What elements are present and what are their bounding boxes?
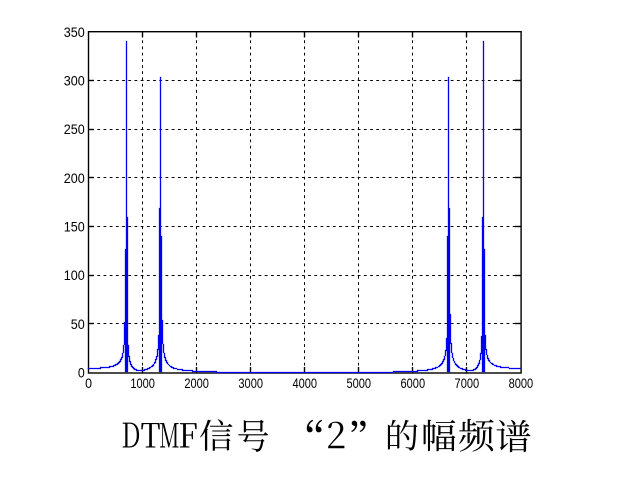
- svg-text:6000: 6000: [401, 375, 426, 391]
- svg-text:150: 150: [64, 218, 85, 234]
- svg-text:5000: 5000: [346, 375, 371, 391]
- svg-text:7000: 7000: [455, 375, 480, 391]
- svg-text:50: 50: [71, 316, 85, 332]
- svg-text:4000: 4000: [292, 375, 317, 391]
- svg-text:350: 350: [64, 24, 85, 40]
- svg-text:0: 0: [85, 375, 92, 391]
- svg-text:2000: 2000: [184, 375, 209, 391]
- svg-text:200: 200: [64, 170, 85, 186]
- svg-text:8000: 8000: [509, 375, 534, 391]
- svg-text:0: 0: [78, 365, 85, 381]
- svg-text:3000: 3000: [238, 375, 263, 391]
- svg-text:100: 100: [64, 267, 85, 283]
- svg-text:300: 300: [64, 72, 85, 88]
- svg-text:250: 250: [64, 121, 85, 137]
- svg-text:1000: 1000: [130, 375, 155, 391]
